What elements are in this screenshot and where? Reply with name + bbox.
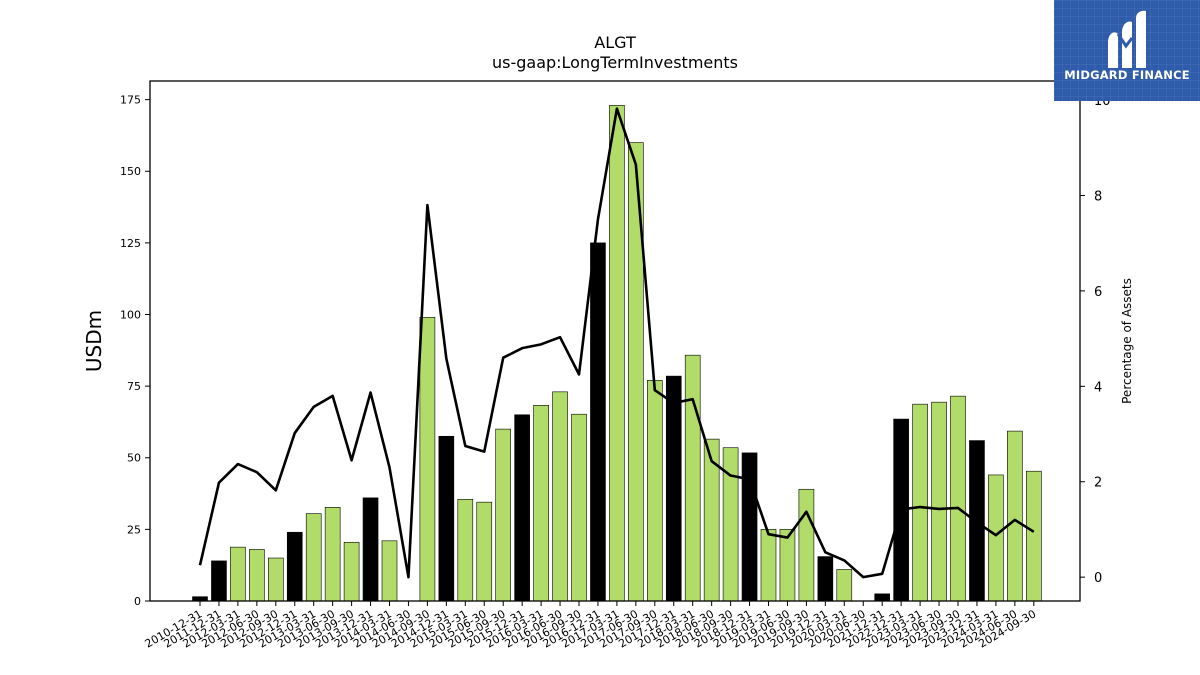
chart-subtitle: us-gaap:LongTermInvestments [492,53,738,72]
y-tick-label: 50 [127,452,141,465]
bar [286,531,303,602]
y-tick-label: 25 [127,523,141,536]
bar [931,401,947,602]
y2-tick-label: 4 [1094,380,1102,395]
bar [912,403,928,602]
line-series [198,107,1035,579]
bar [741,452,758,602]
bar [267,557,284,602]
bar [874,593,891,602]
y2-tick-label: 6 [1094,285,1102,300]
bar [836,569,853,602]
y-tick-label: 125 [120,237,141,250]
bar [495,428,512,602]
y2-tick-label: 0 [1094,571,1102,586]
brand-logo: MIDGARD FINANCE [1054,0,1200,101]
bar [950,395,966,602]
bar [628,142,644,602]
bar [1026,470,1042,602]
bar [230,546,246,602]
bar [665,375,682,602]
bar [988,474,1004,602]
bar [343,541,360,602]
bar [703,438,720,602]
bar [646,380,663,602]
bar [419,317,436,602]
percentage-line [198,107,1035,579]
bar [552,391,568,602]
bar [476,501,493,602]
bar [324,507,341,602]
axes: 025507510012515017502468102010-12-312011… [120,80,1111,651]
y2-tick-label: 8 [1094,189,1102,204]
chart-title: ALGT [594,33,636,52]
bar [362,497,379,602]
bar [533,405,549,602]
y-tick-label: 100 [120,308,141,321]
bar [798,488,815,602]
bar [211,560,227,602]
logo-text: MIDGARD FINANCE [1064,68,1190,82]
bar [609,105,625,602]
bar [1007,430,1023,602]
bar [514,414,530,602]
bar [779,529,796,602]
y-axis-label: USDm [82,310,106,372]
y-tick-label: 0 [134,595,141,608]
y-tick-label: 150 [120,165,141,178]
bar [381,540,398,602]
bar-series [192,105,1042,602]
y2-tick-label: 2 [1094,476,1102,491]
logo-mark-icon [1108,10,1146,68]
bar [571,413,587,602]
y-tick-label: 75 [127,380,141,393]
bar [305,513,322,602]
bar [249,549,265,602]
bar [817,556,834,602]
bar [590,242,606,602]
plot-frame [149,80,1081,602]
y2-axis-label: Percentage of Assets [1120,278,1134,404]
y-tick-label: 175 [120,94,141,107]
bar [684,354,701,602]
bar [438,435,455,602]
bar [457,498,474,602]
bar [760,529,777,602]
